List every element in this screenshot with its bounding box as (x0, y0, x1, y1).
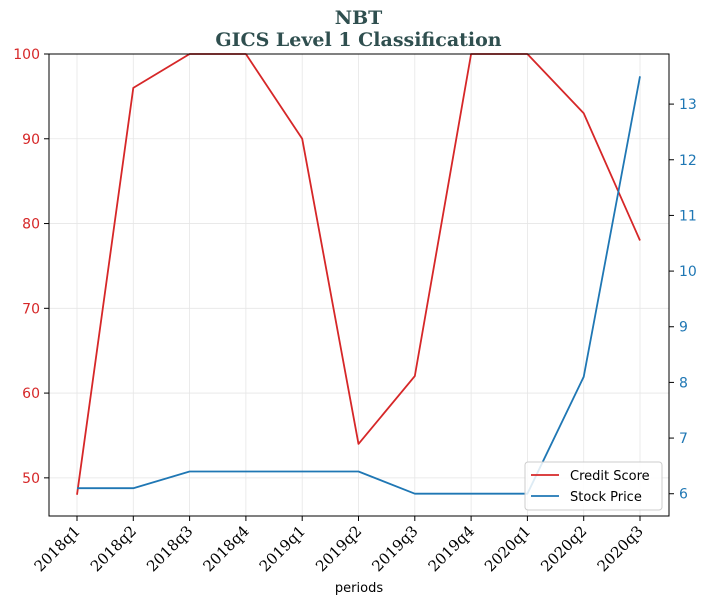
right-axis: 6 7 8 9 10 11 12 13 (669, 97, 697, 503)
x-tick-label: 2019q4 (425, 522, 478, 575)
series-line-stock-price (77, 76, 641, 495)
x-tick-label: 2020q3 (594, 522, 647, 575)
x-tick-label: 2020q1 (481, 522, 534, 575)
x-tick-label: 2019q1 (256, 522, 309, 575)
x-tick-label: 2020q2 (537, 522, 590, 575)
right-tick-label: 9 (679, 320, 688, 336)
left-tick-label: 90 (22, 132, 40, 148)
right-tick-label: 11 (679, 208, 697, 224)
grid-lines (49, 53, 669, 516)
x-axis: 2018q1 2018q2 2018q3 2018q4 2019q1 2019q2 2019… (31, 516, 647, 575)
left-tick-label: 80 (22, 217, 40, 233)
legend-label: Credit Score (570, 469, 650, 484)
left-tick-label: 100 (13, 47, 40, 63)
left-axis: 50 60 70 80 90 100 (13, 47, 49, 487)
x-tick-label: 2019q3 (368, 522, 421, 575)
legend-box (524, 461, 663, 511)
right-tick-label: 8 (679, 375, 688, 391)
legend: Credit Score Stock Price (524, 461, 663, 511)
series-lines (76, 53, 641, 495)
x-tick-label: 2018q4 (199, 522, 252, 575)
x-tick-label: 2018q1 (31, 522, 84, 575)
x-tick-label: 2018q2 (87, 522, 140, 575)
legend-label: Stock Price (570, 490, 642, 505)
right-tick-label: 7 (679, 431, 688, 447)
plot-frame (48, 53, 670, 517)
series-line-credit-score (76, 53, 641, 495)
x-axis-label: periods (335, 581, 383, 596)
right-tick-label: 13 (679, 97, 697, 113)
x-tick-label: 2019q2 (312, 522, 365, 575)
x-tick-label: 2018q3 (143, 522, 196, 575)
left-tick-label: 60 (22, 386, 40, 402)
chart-subtitle: GICS Level 1 Classification (215, 29, 502, 51)
left-tick-label: 50 (22, 471, 40, 487)
right-tick-label: 6 (679, 487, 688, 503)
right-tick-label: 10 (679, 264, 697, 280)
chart-title: NBT (334, 7, 383, 29)
right-tick-label: 12 (679, 153, 697, 169)
left-tick-label: 70 (22, 301, 40, 317)
